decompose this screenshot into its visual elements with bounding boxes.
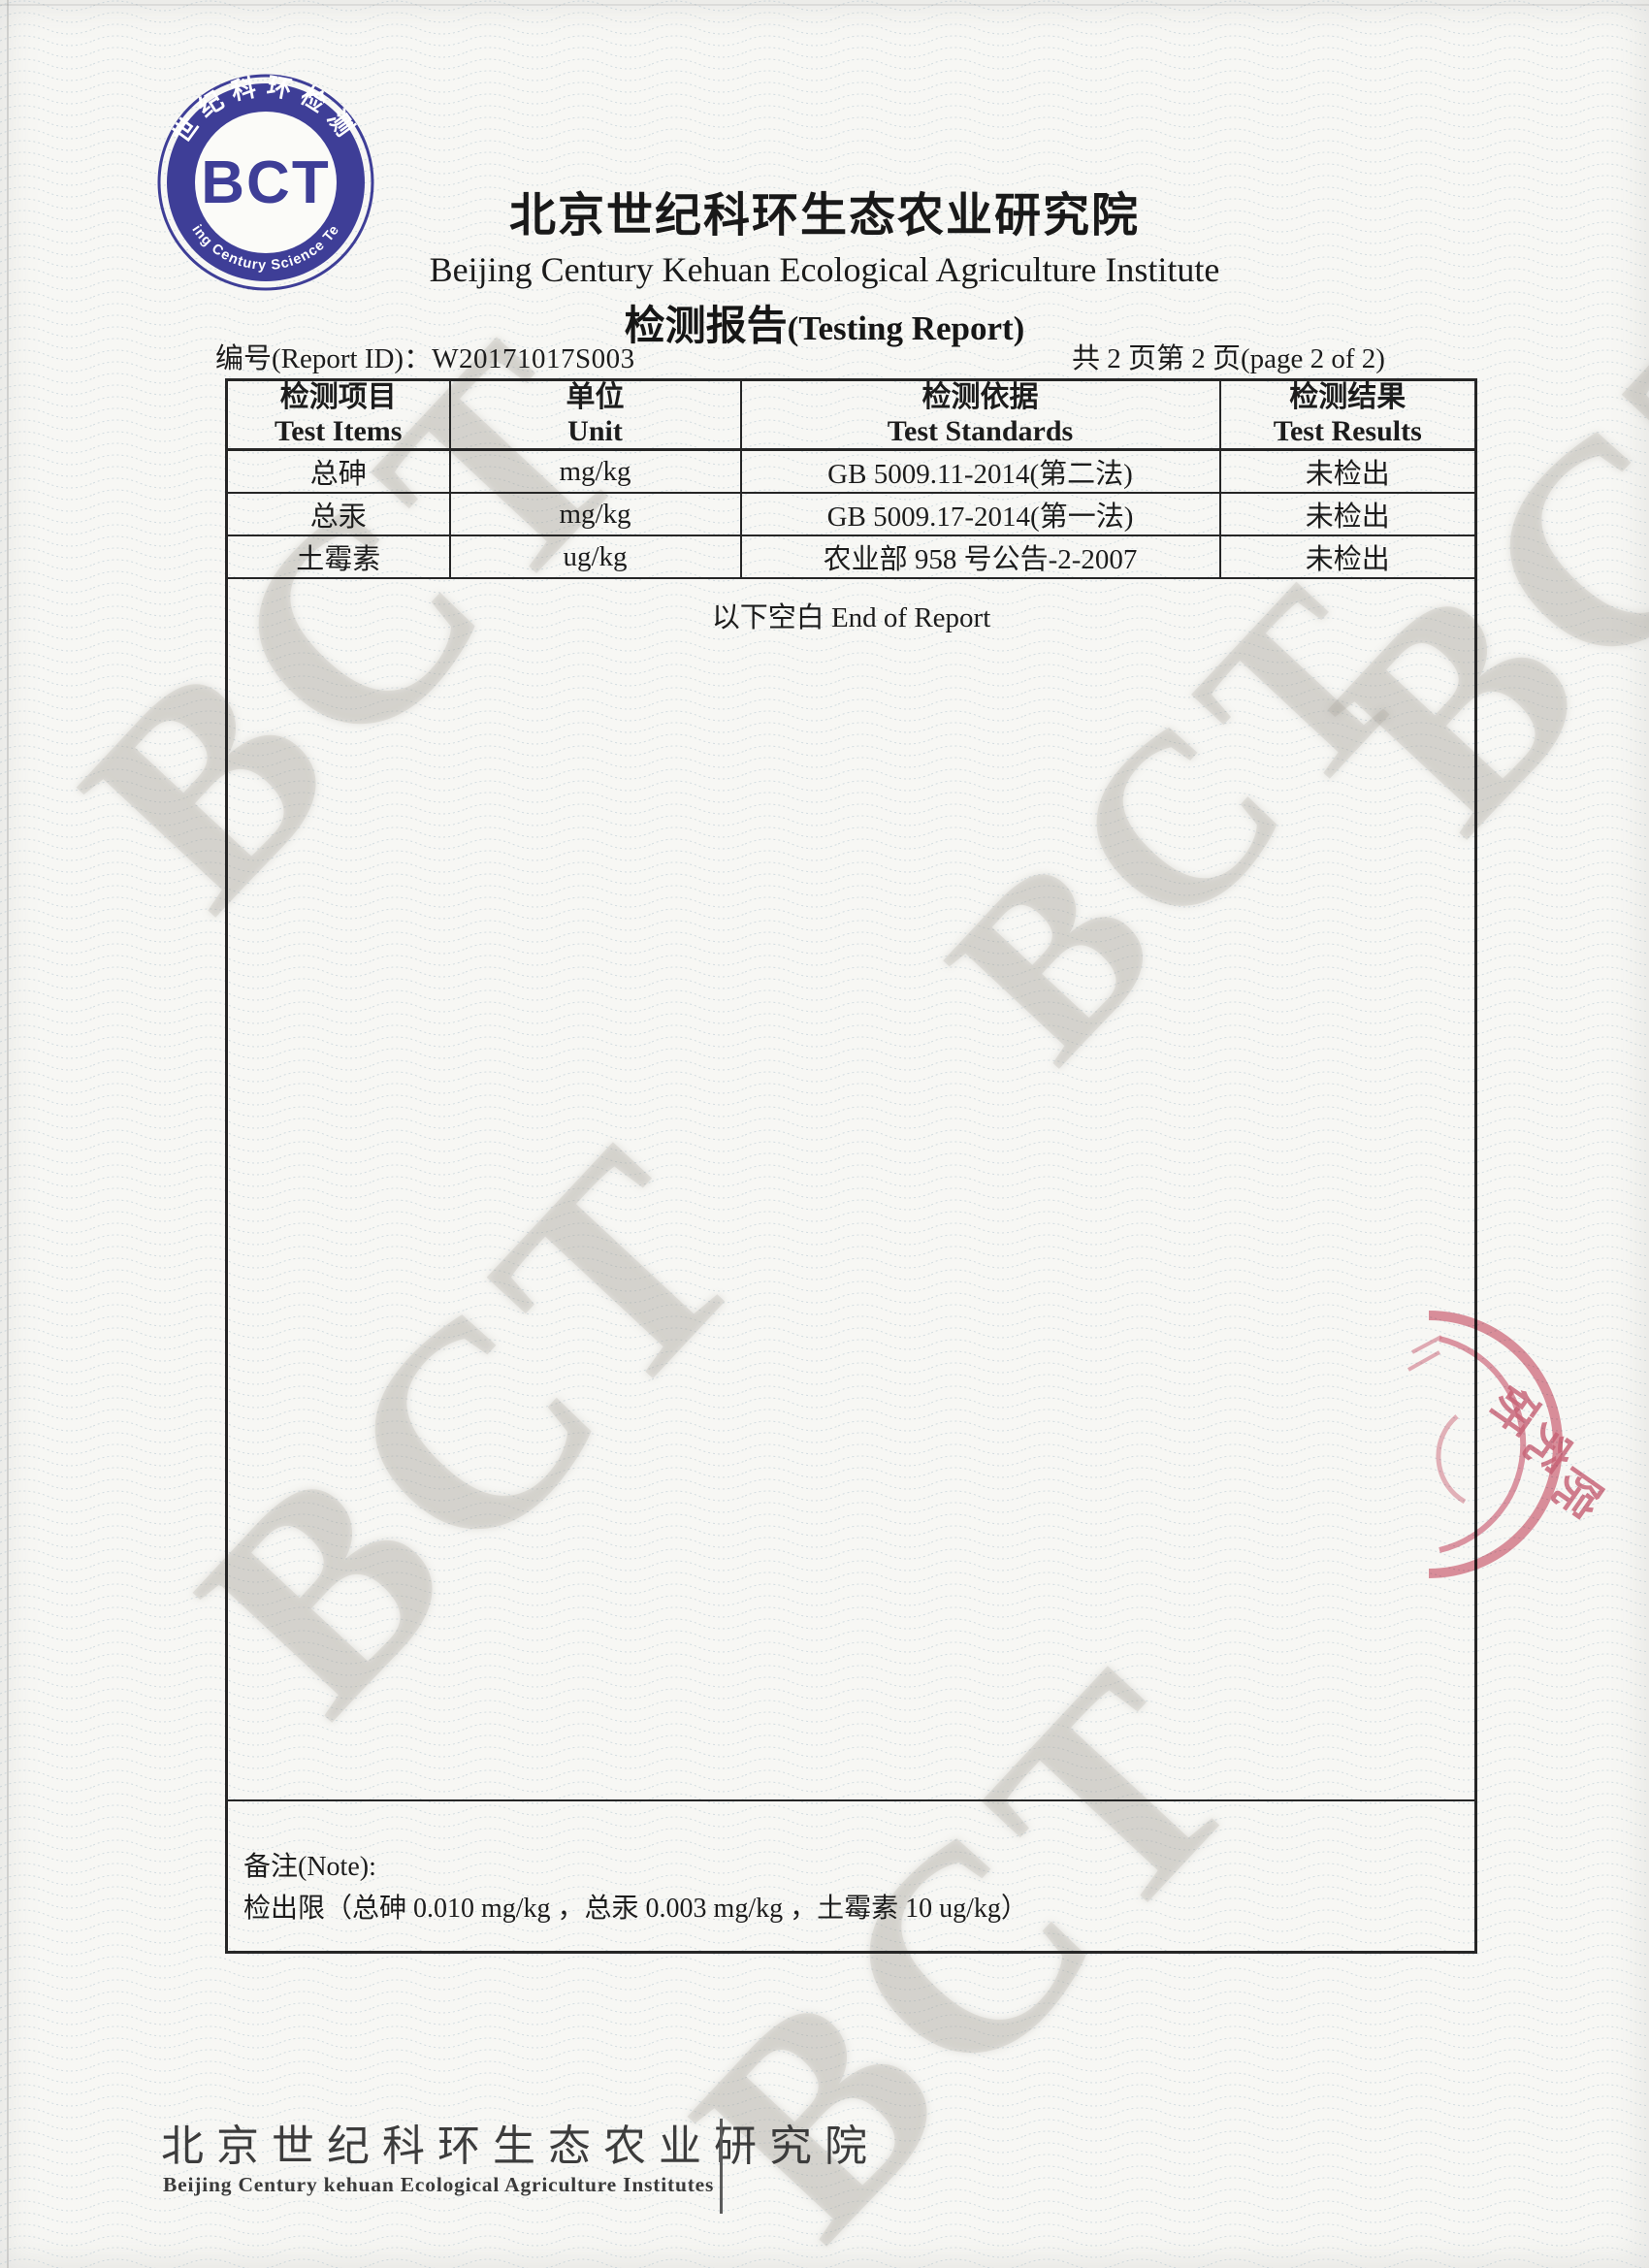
table-row: 总砷 mg/kg GB 5009.11-2014(第二法) 未检出 — [225, 448, 1477, 494]
header-cell-unit: 单位 Unit — [448, 378, 742, 451]
seal-small-arc — [1436, 1414, 1467, 1505]
test-results-table: 检测项目 Test Items 单位 Unit 检测依据 Test Standa… — [225, 378, 1477, 1954]
end-of-report-cell: 以下空白 End of Report — [225, 577, 1477, 1801]
header-zh: 检测项目 — [279, 381, 397, 413]
end-of-report-row: 以下空白 End of Report — [225, 577, 1477, 1801]
footer-divider-line — [720, 2119, 723, 2214]
seal-stray-strokes — [1407, 1335, 1442, 1372]
report-id-label: 编号(Report ID)： — [215, 343, 433, 374]
cell-result: 未检出 — [1218, 535, 1477, 579]
cell-unit: ug/kg — [448, 535, 742, 579]
cell-unit: mg/kg — [448, 492, 742, 536]
table-header-row: 检测项目 Test Items 单位 Unit 检测依据 Test Standa… — [225, 378, 1477, 451]
header-en: Test Results — [1273, 414, 1422, 447]
scan-edge-artifact-top — [0, 4, 1649, 6]
report-meta-row: 编号(Report ID)：W20171017S003 共 2 页第 2 页(p… — [0, 336, 1649, 376]
report-id-line: 编号(Report ID)：W20171017S003 — [215, 336, 635, 376]
footer-org-en: Beijing Century kehuan Ecological Agricu… — [163, 2173, 715, 2196]
note-label: 备注(Note): — [243, 1852, 376, 1882]
header-cell-test-items: 检测项目 Test Items — [225, 378, 451, 451]
header-cell-test-standards: 检测依据 Test Standards — [739, 378, 1221, 451]
header-zh: 单位 — [566, 381, 625, 413]
table-row: 土霉素 ug/kg 农业部 958 号公告-2-2007 未检出 — [225, 535, 1477, 579]
header-en: Unit — [567, 414, 623, 447]
header-cell-test-results: 检测结果 Test Results — [1218, 378, 1477, 451]
report-id-value: W20171017S003 — [432, 343, 635, 374]
report-title-en: (Testing Report) — [787, 309, 1025, 347]
logo-abbr-text: BCT — [201, 149, 330, 216]
cell-unit: mg/kg — [448, 448, 742, 494]
note-row: 备注(Note): 检出限（总砷 0.010 mg/kg ，总汞 0.003 m… — [225, 1799, 1477, 1953]
institute-title-zh: 北京世纪科环生态农业研究院 — [508, 190, 1140, 242]
cell-item: 土霉素 — [225, 535, 451, 579]
report-title: 检测报告(Testing Report) — [194, 293, 1455, 352]
footer-org-zh: 北京世纪科环生态农业研究院 — [161, 2122, 880, 2170]
header-en: Test Items — [275, 414, 403, 447]
report-title-zh: 检测报告 — [624, 305, 788, 349]
red-seal-stamp: 研 究 院 — [1407, 1311, 1610, 1578]
report-header: 北京世纪科环生态农业研究院 Beijing Century Kehuan Eco… — [194, 177, 1455, 352]
institute-title-en: Beijing Century Kehuan Ecological Agricu… — [429, 250, 1220, 289]
cell-standard: GB 5009.11-2014(第二法) — [739, 448, 1221, 494]
cell-result: 未检出 — [1218, 492, 1477, 536]
header-en: Test Standards — [887, 414, 1074, 447]
cell-item: 总汞 — [225, 492, 451, 536]
header-zh: 检测依据 — [922, 381, 1039, 413]
scan-edge-artifact-left — [7, 0, 9, 2268]
logo-outer-ring — [157, 74, 374, 291]
cell-item: 总砷 — [225, 448, 451, 494]
seal-outer-arc — [1428, 1311, 1563, 1578]
cell-standard: 农业部 958 号公告-2-2007 — [739, 535, 1221, 579]
note-content: 检出限（总砷 0.010 mg/kg ，总汞 0.003 mg/kg ，土霉素 … — [243, 1894, 1028, 1925]
cell-standard: GB 5009.17-2014(第一法) — [739, 492, 1221, 536]
cell-result: 未检出 — [1218, 448, 1477, 494]
seal-inner-arc — [1439, 1336, 1527, 1553]
table-row: 总汞 mg/kg GB 5009.17-2014(第一法) 未检出 — [225, 492, 1477, 536]
note-cell: 备注(Note): 检出限（总砷 0.010 mg/kg ，总汞 0.003 m… — [225, 1799, 1477, 1953]
bct-logo: 世纪科环检测 Bei Jing Century Science Testing … — [155, 72, 374, 291]
page-info: 共 2 页第 2 页(page 2 of 2) — [1072, 343, 1385, 374]
logo-inner-disc — [195, 112, 337, 253]
header-zh: 检测结果 — [1289, 381, 1406, 413]
